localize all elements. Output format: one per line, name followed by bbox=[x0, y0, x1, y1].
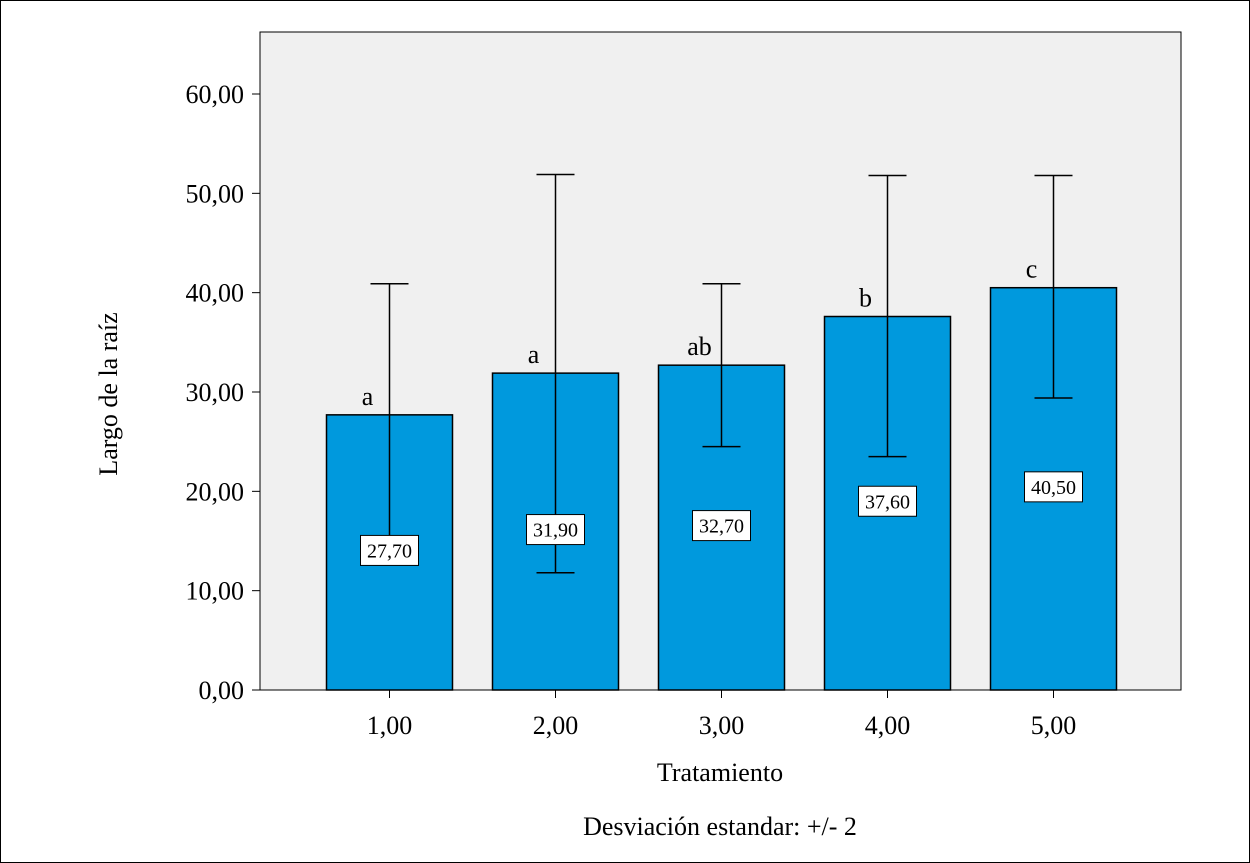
data-label: 27,70 bbox=[367, 540, 412, 562]
y-tick-label: 10,00 bbox=[186, 577, 245, 606]
data-label-box bbox=[858, 485, 917, 517]
x-tick-label: 5,00 bbox=[1031, 711, 1077, 740]
y-axis: 0,00 10,00 20,00 30,00 40,00 50,00 60,00 bbox=[186, 80, 260, 705]
significance-letter: ab bbox=[687, 332, 712, 361]
x-axis-label: Tratamiento bbox=[657, 758, 783, 787]
significance-letter: b bbox=[859, 284, 872, 313]
bars-group: 27,70 a 31,90 a 32,70 ab 37,60 b 40,50 c bbox=[325, 173, 1118, 691]
chart-footnote: Desviación estandar: +/- 2 bbox=[583, 812, 857, 841]
data-label: 31,90 bbox=[533, 520, 578, 542]
data-label: 40,50 bbox=[1031, 477, 1076, 499]
y-tick-label: 30,00 bbox=[186, 378, 245, 407]
y-tick-label: 50,00 bbox=[186, 179, 245, 208]
data-label-box bbox=[360, 534, 419, 566]
y-tick-label: 20,00 bbox=[186, 477, 245, 506]
x-tick-label: 4,00 bbox=[865, 711, 911, 740]
x-tick-label: 1,00 bbox=[367, 711, 413, 740]
significance-letter: c bbox=[1026, 255, 1038, 284]
y-tick-label: 0,00 bbox=[199, 676, 245, 705]
y-tick-label: 40,00 bbox=[186, 279, 245, 308]
y-tick-label: 60,00 bbox=[186, 80, 245, 109]
data-label: 32,70 bbox=[699, 516, 744, 538]
significance-letter: a bbox=[362, 382, 374, 411]
data-label-box bbox=[1024, 471, 1083, 503]
data-label-box bbox=[526, 514, 585, 546]
data-label: 37,60 bbox=[865, 491, 910, 513]
y-axis-label: Largo de la raíz bbox=[94, 312, 123, 475]
significance-letter: a bbox=[528, 340, 540, 369]
x-tick-label: 2,00 bbox=[533, 711, 579, 740]
data-label-box bbox=[692, 510, 751, 542]
x-tick-label: 3,00 bbox=[699, 711, 745, 740]
x-axis: 1,00 2,00 3,00 4,00 5,00 bbox=[367, 690, 1077, 740]
